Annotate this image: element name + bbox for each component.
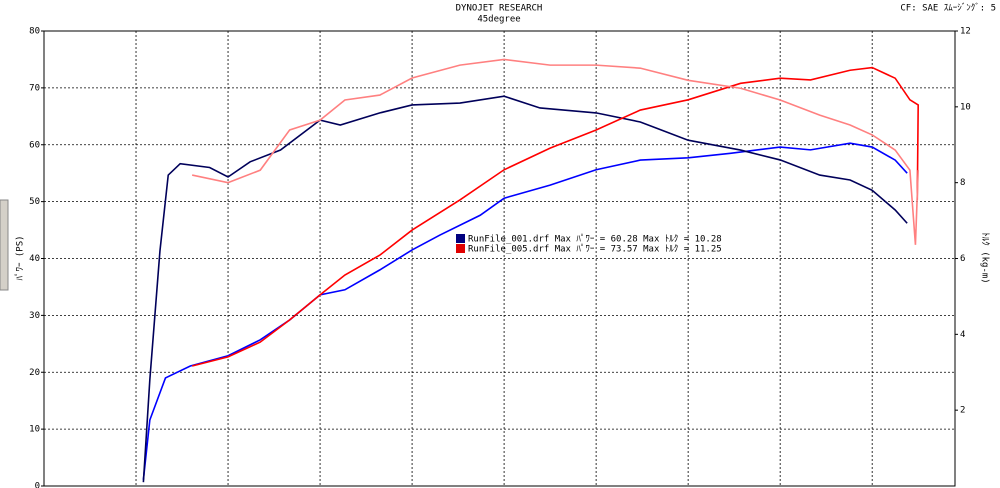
legend-swatch [456, 244, 465, 253]
y-tick-label: 40 [29, 254, 40, 264]
y2-tick-label: 2 [960, 406, 965, 416]
y-tick-label: 0 [35, 482, 40, 488]
y2-tick-label: 12 [960, 27, 971, 37]
y-tick-label: 50 [29, 197, 40, 207]
y-tick-label: 30 [29, 311, 40, 321]
series-line [191, 58, 919, 245]
y2-tick-label: 10 [960, 102, 971, 112]
chart-subtitle: 45degree [477, 15, 520, 25]
series-line [142, 142, 908, 480]
y-tick-label: 70 [29, 83, 40, 93]
y-tick-label: 60 [29, 140, 40, 150]
y2-tick-label: 8 [960, 178, 965, 188]
legend-label: RunFile_005.drf Max ﾊﾟﾜｰ = 73.57 Max ﾄﾙｸ… [468, 244, 722, 255]
series-line [191, 66, 919, 367]
y-tick-label: 20 [29, 368, 40, 378]
legend-label: RunFile_001.drf Max ﾊﾟﾜｰ = 60.28 Max ﾄﾙｸ… [468, 234, 722, 245]
y2-axis-label: ﾄﾙｸ (kg-m) [980, 232, 991, 283]
y-tick-label: 80 [29, 27, 40, 37]
chart-title: DYNOJET RESEARCH [456, 4, 543, 14]
y-tick-label: 10 [29, 425, 40, 435]
y-axis-label: ﾊﾟﾜｰ (PS) [15, 235, 26, 280]
series-line [142, 95, 908, 483]
y2-tick-label: 6 [960, 254, 965, 264]
corner-note: CF: SAE ｽﾑｰｼﾞﾝｸﾞ: 5 [900, 3, 996, 14]
legend-swatch [456, 234, 465, 243]
y2-tick-label: 4 [960, 330, 965, 340]
side-handle[interactable] [0, 199, 9, 291]
